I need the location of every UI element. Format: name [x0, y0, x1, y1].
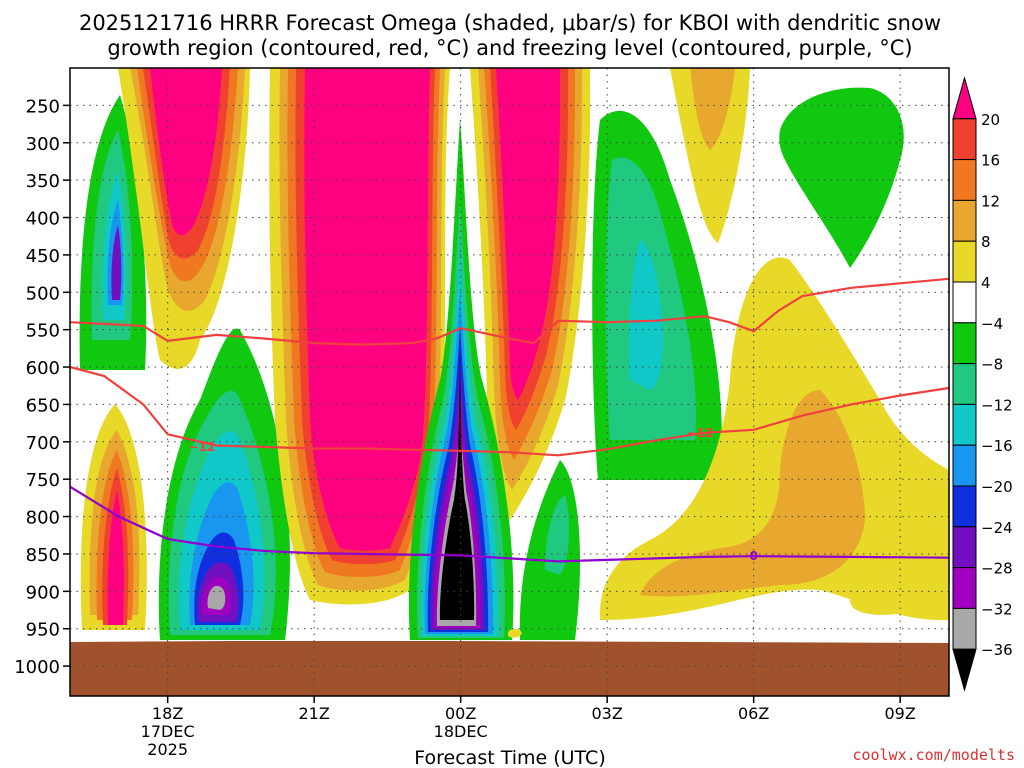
omega-region-post-00z-low	[519, 460, 580, 640]
omega-region-upper-right-negative	[779, 87, 904, 268]
omega-region-left-center	[158, 328, 290, 640]
contour-label: −12	[188, 440, 215, 454]
x-tick-label: 03Z	[592, 704, 623, 723]
x-tick-label: 18DEC	[434, 722, 488, 741]
y-tick-label: 600	[26, 358, 60, 379]
omega-region-upper-left-tongue	[118, 68, 250, 369]
y-tick-label: 250	[26, 96, 60, 117]
colorbar-label: −20	[981, 478, 1013, 496]
colorbar-label: −16	[981, 437, 1013, 455]
colorbar-swatch	[952, 159, 977, 201]
plot-grid	[70, 68, 949, 696]
contour-line-3	[69, 485, 950, 563]
colorbar-label: −32	[981, 600, 1013, 618]
colorbar-swatch	[952, 648, 977, 692]
omega-shaded-field	[70, 68, 949, 696]
x-axis-label: Forecast Time (UTC)	[414, 747, 605, 768]
colorbar-swatch	[952, 199, 977, 242]
y-tick-label: 900	[26, 582, 60, 603]
y-axis: 250 300 350 400 450 500 550 600 650 700 750 800 850 9…	[14, 96, 70, 678]
omega-region-03z-negative	[592, 110, 722, 480]
x-tick-label: 18Z	[152, 704, 183, 723]
colorbar-swatch	[952, 526, 977, 569]
omega-region-post-00z-positive	[470, 68, 591, 520]
y-tick-label: 950	[26, 620, 60, 641]
colorbar-label: −12	[981, 396, 1013, 414]
colorbar-swatch	[952, 363, 977, 405]
contour-line-2	[69, 365, 950, 457]
y-tick-label: 800	[26, 508, 60, 529]
colorbar-label: −8	[981, 356, 1003, 374]
colorbar-swatch	[952, 76, 977, 120]
colorbar-label: −4	[981, 315, 1003, 333]
colorbar-label: 4	[981, 274, 991, 292]
colorbar-swatch	[952, 485, 977, 528]
contour-line-1	[69, 277, 950, 346]
colorbar-label: −28	[981, 560, 1013, 578]
colorbar-swatch	[952, 281, 977, 324]
credit-label: coolwx.com/modelts	[852, 746, 1015, 764]
colorbar-swatch	[952, 322, 977, 365]
y-tick-label: 1000	[14, 657, 60, 678]
y-tick-label: 500	[26, 283, 60, 304]
colorbar-swatch	[952, 444, 977, 487]
colorbar-swatch	[952, 118, 977, 161]
contour-label: 0	[749, 549, 757, 563]
colorbar-swatch	[952, 403, 977, 446]
omega-region-left-upper	[79, 95, 147, 370]
y-tick-label: 550	[26, 321, 60, 342]
x-tick-label: 06Z	[738, 704, 769, 723]
omega-region-lower-right-positive	[599, 257, 949, 621]
x-tick-label: 00Z	[445, 704, 476, 723]
x-tick-label: 17DEC	[141, 722, 195, 741]
y-tick-label: 450	[26, 246, 60, 267]
colorbar-label: −36	[981, 641, 1013, 659]
x-tick-label: 09Z	[885, 704, 916, 723]
y-tick-label: 750	[26, 470, 60, 491]
omega-region-left-lower	[80, 404, 147, 630]
y-tick-label: 650	[26, 395, 60, 416]
contour-label: −12	[687, 426, 714, 440]
colorbar-swatch	[952, 607, 977, 650]
plot-frame	[69, 67, 950, 697]
x-tick-label: 21Z	[299, 704, 330, 723]
y-tick-label: 400	[26, 209, 60, 230]
colorbar-label: 20	[981, 111, 1000, 129]
temperature-contours: −12 −12 0	[69, 277, 950, 563]
colorbar: 20 16 12 8 4 −4 −8 −12 −16 −20 −24 −28 −32 −36	[952, 76, 1013, 692]
chart-title-line-2: growth region (contoured, red, °C) and f…	[107, 36, 912, 60]
y-tick-label: 300	[26, 134, 60, 155]
colorbar-swatch	[952, 240, 977, 283]
colorbar-label: 16	[981, 152, 1000, 170]
omega-region-upper-right-positive	[670, 68, 750, 243]
y-tick-label: 850	[26, 545, 60, 566]
colorbar-label: 8	[981, 233, 991, 251]
x-tick-label: 2025	[147, 740, 188, 759]
colorbar-swatch	[952, 567, 977, 609]
terrain-ground	[70, 641, 949, 696]
y-tick-label: 700	[26, 433, 60, 454]
omega-region-small-surface	[508, 628, 522, 638]
colorbar-label: 12	[981, 192, 1000, 210]
colorbar-label: −24	[981, 519, 1013, 537]
chart-title-line-1: 2025121716 HRRR Forecast Omega (shaded, …	[79, 11, 941, 35]
y-tick-label: 350	[26, 171, 60, 192]
